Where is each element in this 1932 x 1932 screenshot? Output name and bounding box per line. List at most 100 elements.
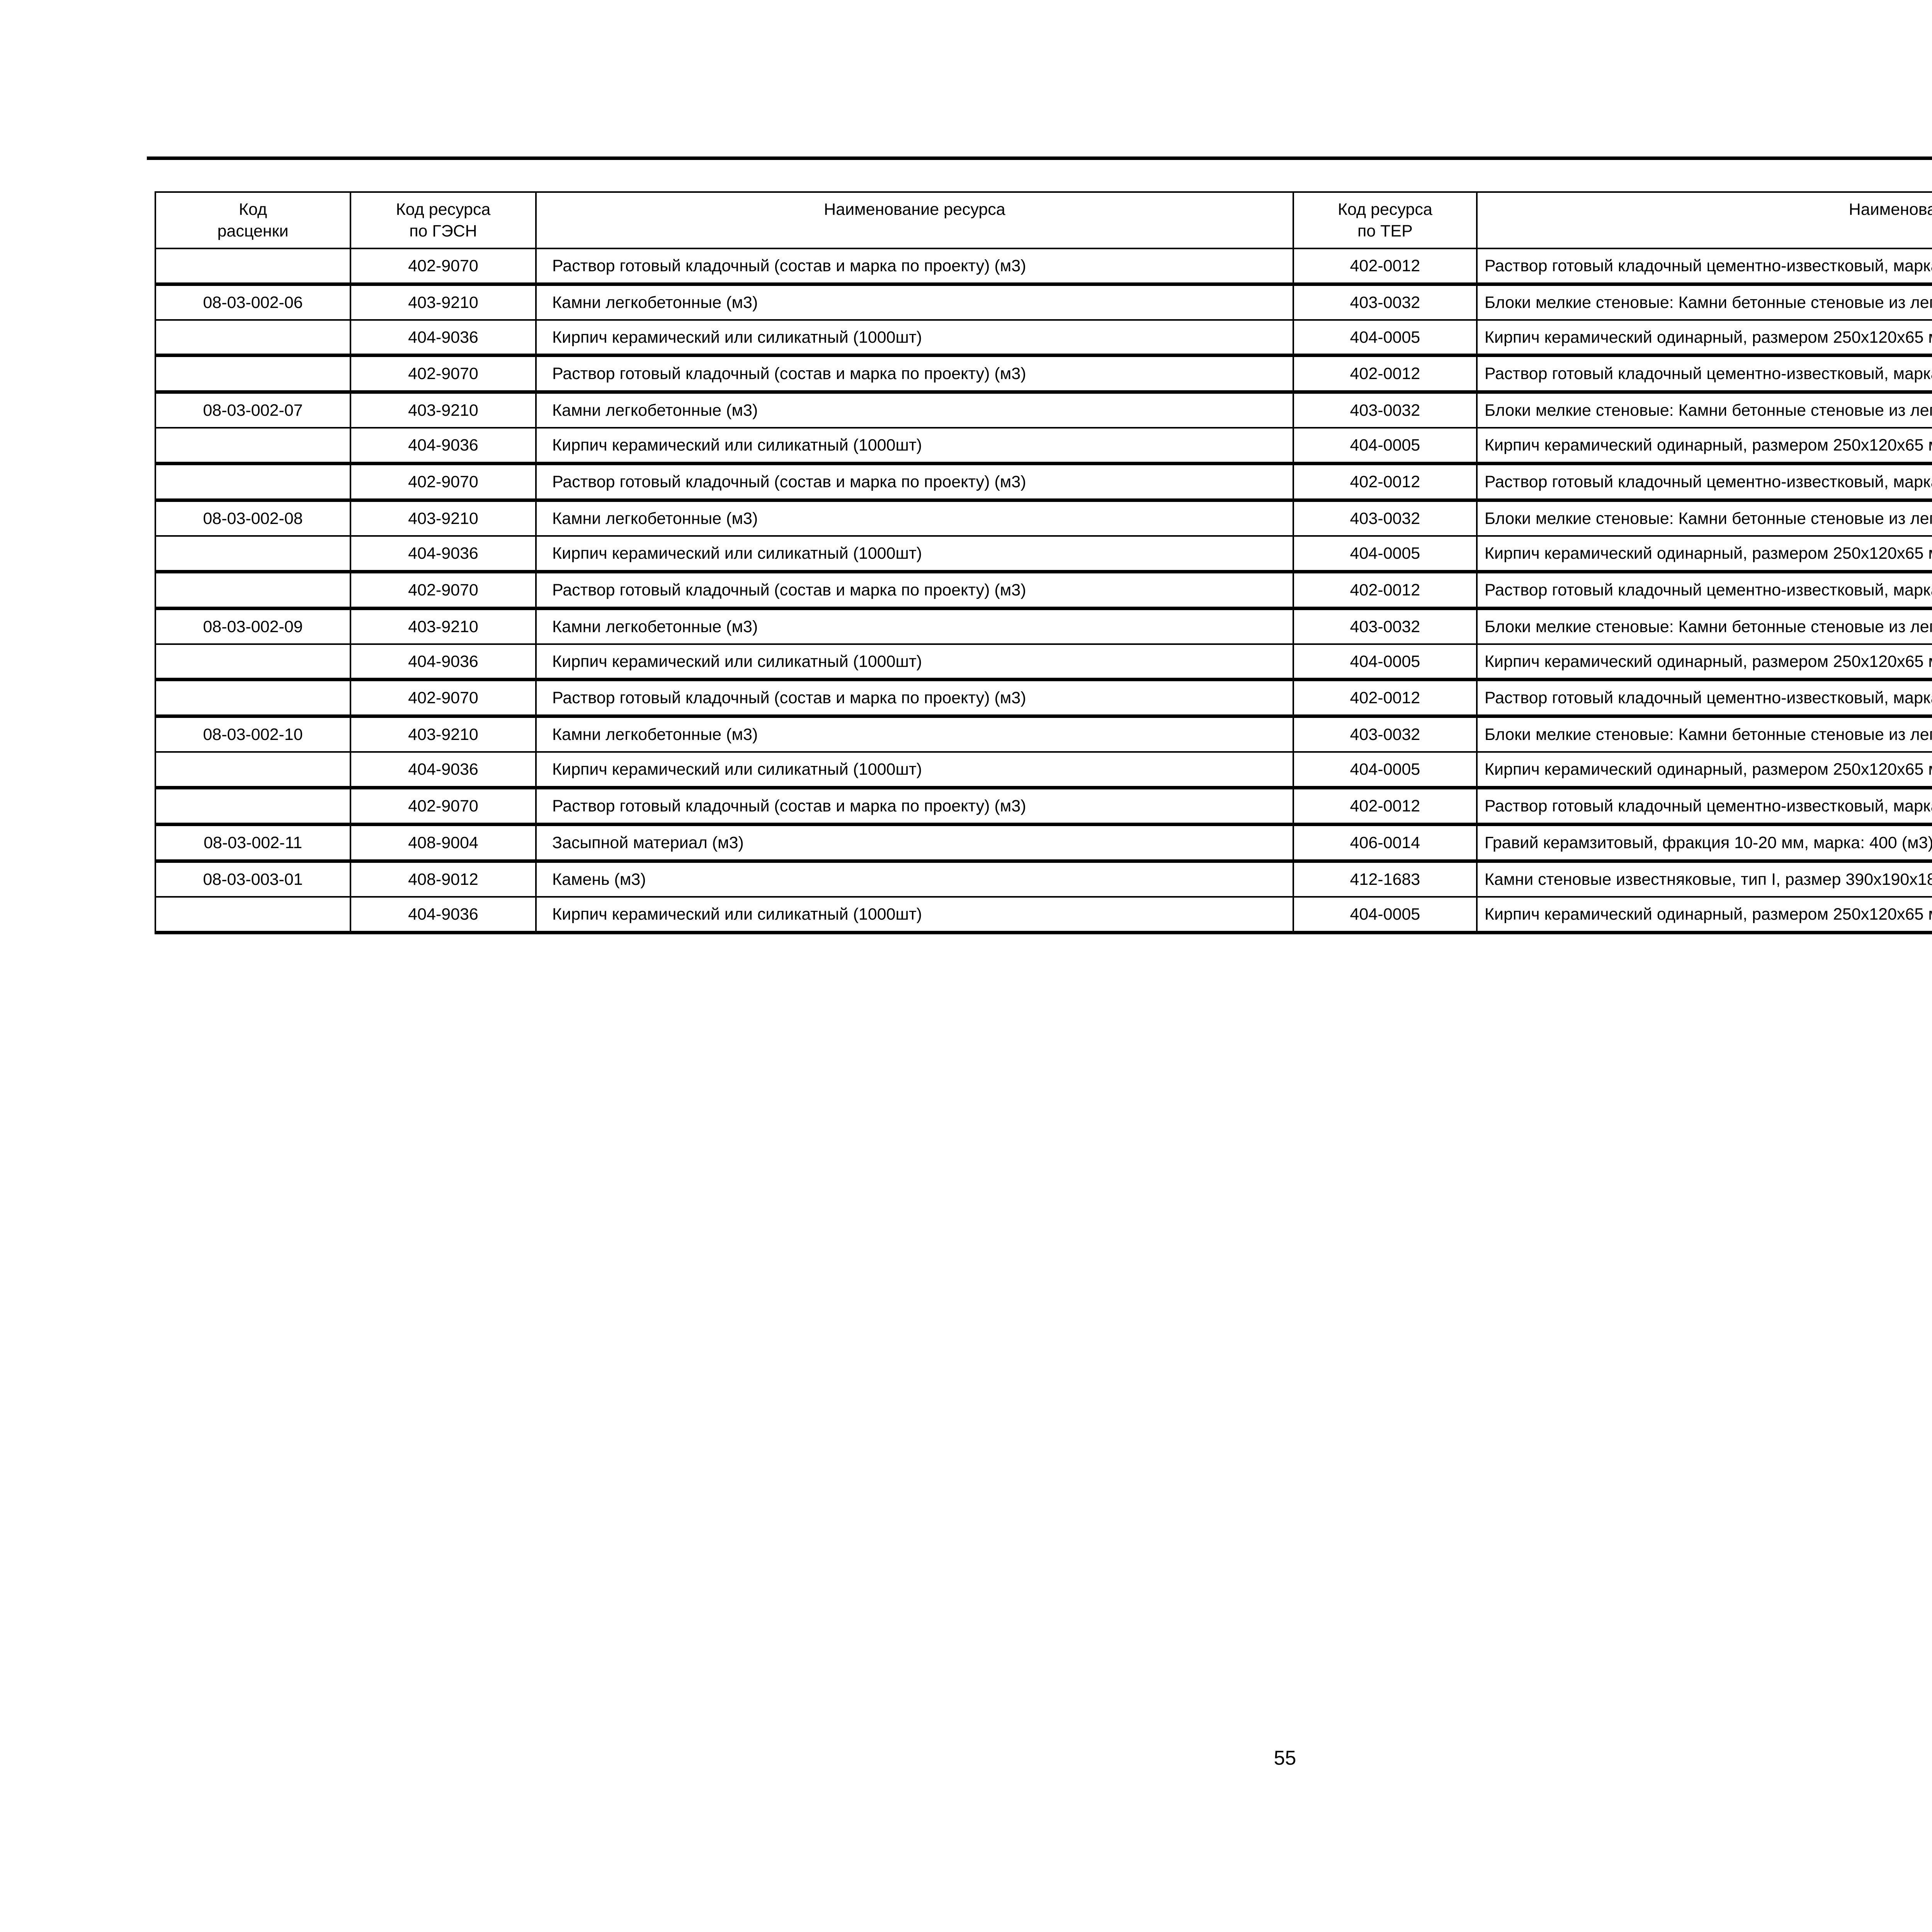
column-header-code-line1: Код [238, 200, 267, 219]
cell-gesn-name: Раствор готовый кладочный (состав и марк… [535, 786, 1294, 825]
cell-ter-code: 404-0005 [1293, 643, 1478, 680]
cell-gesn-name: Кирпич керамический или силикатный (1000… [535, 319, 1294, 356]
cell-code: 08-03-002-09 [155, 606, 351, 645]
cell-ter-name: Раствор готовый кладочный цементно-извес… [1476, 678, 1932, 717]
cell-gesn-name: Камни легкобетонные (м3) [535, 714, 1294, 753]
cell-gesn-code: 404-9036 [350, 643, 537, 680]
cell-ter-code: 404-0005 [1293, 751, 1478, 789]
table-row: 404-9036 Кирпич керамический или силикатн… [155, 643, 1932, 680]
cell-ter-name: Раствор готовый кладочный цементно-извес… [1476, 462, 1932, 501]
cell-code [155, 786, 351, 825]
table-row: 08-03-002-06 403-9210 Камни легкобетонные … [155, 282, 1932, 321]
cell-gesn-code: 408-9004 [350, 823, 537, 862]
cell-gesn-code: 408-9012 [350, 859, 537, 898]
cell-ter-name: Кирпич керамический одинарный, размером … [1476, 896, 1932, 934]
cell-gesn-name: Кирпич керамический или силикатный (1000… [535, 896, 1294, 934]
cell-ter-name: Кирпич керамический одинарный, размером … [1476, 427, 1932, 464]
cell-ter-code: 412-1683 [1293, 859, 1478, 898]
cell-gesn-code: 402-9070 [350, 354, 537, 393]
column-header-code-line2: расценки [217, 221, 289, 240]
table-row: 402-9070 Раствор готовый кладочный (соста… [155, 462, 1932, 501]
column-header-gesn: Код ресурса по ГЭСН [350, 191, 537, 249]
cell-gesn-name: Камень (м3) [535, 859, 1294, 898]
cell-code: 08-03-002-06 [155, 282, 351, 321]
cell-gesn-name: Камни легкобетонные (м3) [535, 282, 1294, 321]
cell-code [155, 678, 351, 717]
cell-gesn-code: 403-9210 [350, 390, 537, 429]
cell-gesn-name: Кирпич керамический или силикатный (1000… [535, 535, 1294, 573]
cell-code [155, 354, 351, 393]
header-row: Код расценки Код ресурса по ГЭСН Наимено… [155, 191, 1932, 249]
cell-code [155, 570, 351, 609]
cell-code: 08-03-002-10 [155, 714, 351, 753]
table-row: 404-9036 Кирпич керамический или силикатн… [155, 427, 1932, 464]
table-row: 404-9036 Кирпич керамический или силикатн… [155, 535, 1932, 573]
table-row: 08-03-003-01 408-9012 Камень (м3) 412-1683 К… [155, 859, 1932, 898]
cell-gesn-name: Камни легкобетонные (м3) [535, 606, 1294, 645]
cell-code: 08-03-003-01 [155, 859, 351, 898]
cell-code: 08-03-002-11 [155, 823, 351, 862]
header-rule [147, 156, 1932, 160]
table-row: 08-03-002-11 408-9004 Засыпной материал (м… [155, 823, 1932, 862]
cell-code: 08-03-002-08 [155, 498, 351, 537]
cell-ter-name: Блоки мелкие стеновые: Камни бетонные ст… [1476, 606, 1932, 645]
cell-gesn-code: 404-9036 [350, 319, 537, 356]
cell-code [155, 896, 351, 934]
cell-code [155, 751, 351, 789]
cell-gesn-code: 403-9210 [350, 606, 537, 645]
column-header-gesn-line1: Код ресурса [396, 200, 491, 219]
cell-gesn-name: Кирпич керамический или силикатный (1000… [535, 427, 1294, 464]
cell-gesn-name: Кирпич керамический или силикатный (1000… [535, 643, 1294, 680]
cell-ter-code: 406-0014 [1293, 823, 1478, 862]
cell-ter-name: Кирпич керамический одинарный, размером … [1476, 643, 1932, 680]
cell-gesn-code: 404-9036 [350, 896, 537, 934]
table-row: 402-9070 Раствор готовый кладочный (соста… [155, 247, 1932, 285]
cell-ter-code: 404-0005 [1293, 535, 1478, 573]
cell-code [155, 247, 351, 285]
cell-code [155, 319, 351, 356]
cell-ter-code: 403-0032 [1293, 714, 1478, 753]
cell-ter-code: 402-0012 [1293, 570, 1478, 609]
cell-gesn-code: 403-9210 [350, 282, 537, 321]
cell-ter-code: 404-0005 [1293, 319, 1478, 356]
cell-gesn-code: 402-9070 [350, 247, 537, 285]
cell-ter-name: Кирпич керамический одинарный, размером … [1476, 751, 1932, 789]
cell-code [155, 643, 351, 680]
column-header-ter-line2: по ТЕР [1357, 221, 1413, 240]
cell-gesn-code: 403-9210 [350, 498, 537, 537]
cell-gesn-name: Раствор готовый кладочный (состав и марк… [535, 247, 1294, 285]
table-row: 08-03-002-09 403-9210 Камни легкобетонные … [155, 606, 1932, 645]
table-row: 08-03-002-10 403-9210 Камни легкобетонные … [155, 714, 1932, 753]
column-header-ter-line1: Код ресурса [1338, 200, 1432, 219]
table-row: 08-03-002-08 403-9210 Камни легкобетонные … [155, 498, 1932, 537]
cell-code [155, 535, 351, 573]
table-row: 402-9070 Раствор готовый кладочный (соста… [155, 786, 1932, 825]
cell-ter-name: Раствор готовый кладочный цементно-извес… [1476, 354, 1932, 393]
table-row: 404-9036 Кирпич керамический или силикатн… [155, 319, 1932, 356]
table-row: 08-03-002-07 403-9210 Камни легкобетонные … [155, 390, 1932, 429]
cell-gesn-code: 402-9070 [350, 786, 537, 825]
cell-ter-name: Камни стеновые известняковые, тип I, раз… [1476, 859, 1932, 898]
table-row: 402-9070 Раствор готовый кладочный (соста… [155, 570, 1932, 609]
cell-gesn-name: Раствор готовый кладочный (состав и марк… [535, 462, 1294, 501]
column-header-code: Код расценки [155, 191, 351, 249]
cell-ter-code: 403-0032 [1293, 606, 1478, 645]
cell-ter-code: 403-0032 [1293, 390, 1478, 429]
table-row: 404-9036 Кирпич керамический или силикатн… [155, 896, 1932, 934]
table-body: 402-9070 Раствор готовый кладочный (соста… [155, 247, 1932, 934]
table-row: 402-9070 Раствор готовый кладочный (соста… [155, 354, 1932, 393]
cell-gesn-name: Засыпной материал (м3) [535, 823, 1294, 862]
cell-gesn-code: 402-9070 [350, 678, 537, 717]
cell-ter-code: 404-0005 [1293, 896, 1478, 934]
cell-gesn-code: 402-9070 [350, 462, 537, 501]
running-header: ТЕР 81-02-08-2001Новосибирская област [147, 116, 1932, 137]
table-header: Код расценки Код ресурса по ГЭСН Наимено… [155, 191, 1932, 249]
cell-ter-code: 402-0012 [1293, 462, 1478, 501]
cell-code [155, 427, 351, 464]
column-header-name-ter: Наименование ресурса [1476, 191, 1932, 249]
column-header-gesn-line2: по ГЭСН [409, 221, 477, 240]
cell-ter-name: Блоки мелкие стеновые: Камни бетонные ст… [1476, 498, 1932, 537]
cell-ter-name: Блоки мелкие стеновые: Камни бетонные ст… [1476, 390, 1932, 429]
cell-gesn-code: 404-9036 [350, 535, 537, 573]
table-row: 402-9070 Раствор готовый кладочный (соста… [155, 678, 1932, 717]
